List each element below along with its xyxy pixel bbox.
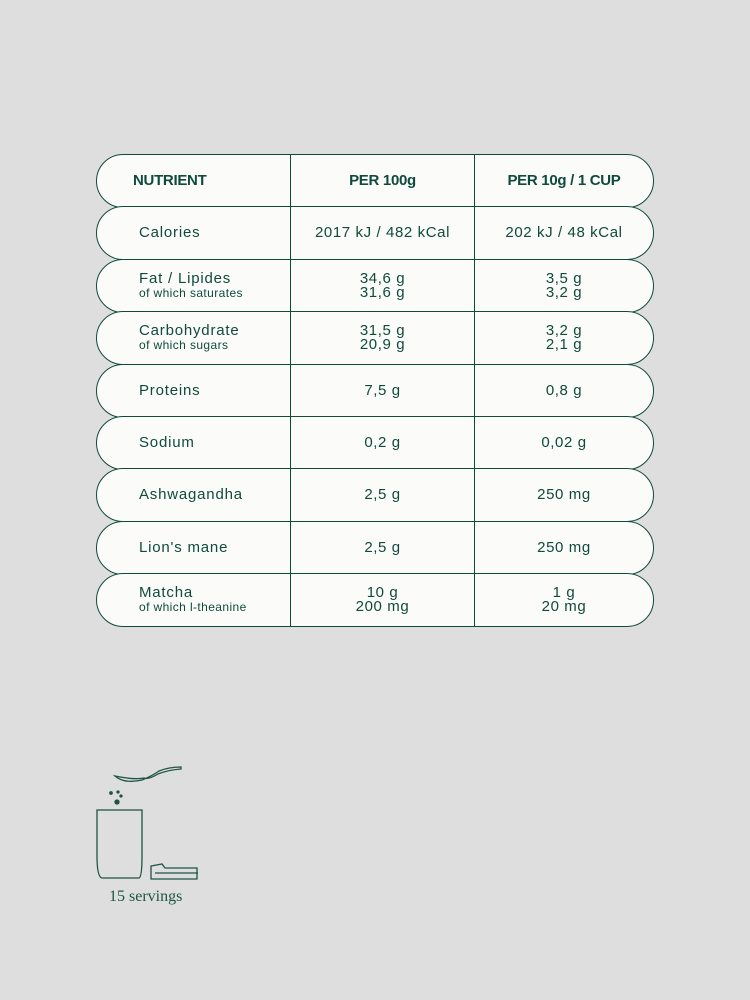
value-text: 250 mg [537,538,591,556]
nutrient-name: Fat / Lipides [139,269,232,287]
nutrient-name: Sodium [139,434,195,452]
nutrient-cell: Fat / Lipides of which saturates [97,260,290,312]
nutrient-sub: of which l-theanine [139,600,247,615]
nutrient-cell: Calories [97,207,290,259]
value-text: 34,6 g [359,269,406,287]
value-text: 7,5 g [364,381,401,399]
value-cell: 2017 kJ / 482 kCal [290,207,474,260]
serving-illustration [94,762,204,889]
value-cell: 7,5 g [290,364,474,417]
value-text: 2,5 g [364,486,401,504]
value-text: 3,2 g [545,283,583,301]
table-row: Calories 2017 kJ / 482 kCal 202 kJ / 48 kC… [96,206,654,261]
value-text: 200 mg [355,598,410,616]
value-cell: 3,2 g 2,1 g [474,312,653,365]
value-text: 1 g [552,584,576,602]
table-row: Matcha of which l-theanine 10 g 200 mg 1 g 20… [96,573,654,628]
nutrient-cell: Matcha of which l-theanine [97,574,290,626]
value-text: 0,02 g [541,434,587,452]
header-per-cup: PER 10g / 1 CUP [474,155,653,207]
table-row: Fat / Lipides of which saturates 34,6 g 31,… [96,258,654,313]
nutrient-name: Matcha [139,584,193,602]
value-text: 20,9 g [359,336,406,354]
nutrient-name: Proteins [139,381,201,399]
value-cell: 1 g 20 mg [474,574,653,627]
value-text: 0,2 g [364,434,401,452]
spoon-cup-pack-icon [96,766,198,880]
value-cell: 250 mg [474,469,653,522]
value-text: 20 mg [541,598,587,616]
value-text: 2017 kJ / 482 kCal [314,224,451,242]
value-text: 0,8 g [545,381,583,399]
servings-label: 15 servings [109,888,183,905]
table-row: Ashwagandha 2,5 g 250 mg [96,468,654,523]
nutrient-cell: Lion's mane [97,522,290,574]
value-cell: 2,5 g [290,521,474,574]
table-row: Sodium 0,2 g 0,02 g [96,416,654,471]
value-text: 10 g [366,584,399,602]
value-cell: 0,2 g [290,417,474,470]
nutrition-table: NUTRIENT PER 100g PER 10g / 1 CUP Calori… [96,154,654,628]
value-text: 2,1 g [545,336,583,354]
value-cell: 34,6 g 31,6 g [290,259,474,312]
value-cell: 2,5 g [290,469,474,522]
value-cell: 202 kJ / 48 kCal [474,207,653,260]
header-nutrient: NUTRIENT [133,172,207,189]
table-row: Proteins 7,5 g 0,8 g [96,363,654,418]
value-cell: 0,8 g [474,364,653,417]
value-cell: 10 g 200 mg [290,574,474,627]
value-cell: 0,02 g [474,417,653,470]
nutrient-cell: Carbohydrate of which sugars [97,312,290,364]
nutrient-name: Ashwagandha [139,486,243,504]
value-text: 31,6 g [359,283,406,301]
value-text: 3,2 g [545,322,583,340]
nutrient-cell: Ashwagandha [97,469,290,521]
value-text: 250 mg [537,486,591,504]
value-text: 2,5 g [364,538,401,556]
value-text: 3,5 g [545,269,583,287]
value-text: 202 kJ / 48 kCal [505,224,623,242]
nutrient-sub: of which sugars [139,338,229,353]
nutrient-name: Lion's mane [139,538,229,556]
value-cell: 31,5 g 20,9 g [290,312,474,365]
value-cell: 250 mg [474,521,653,574]
value-cell: 3,5 g 3,2 g [474,259,653,312]
nutrient-name: Carbohydrate [139,322,240,340]
header-per-100g: PER 100g [290,155,474,207]
value-text: 31,5 g [359,322,406,340]
nutrient-sub: of which saturates [139,285,243,300]
table-header: NUTRIENT PER 100g PER 10g / 1 CUP [96,154,654,208]
nutrient-name: Calories [139,224,201,242]
nutrient-cell: Proteins [97,365,290,417]
table-row: Lion's mane 2,5 g 250 mg [96,520,654,575]
nutrient-cell: Sodium [97,417,290,469]
